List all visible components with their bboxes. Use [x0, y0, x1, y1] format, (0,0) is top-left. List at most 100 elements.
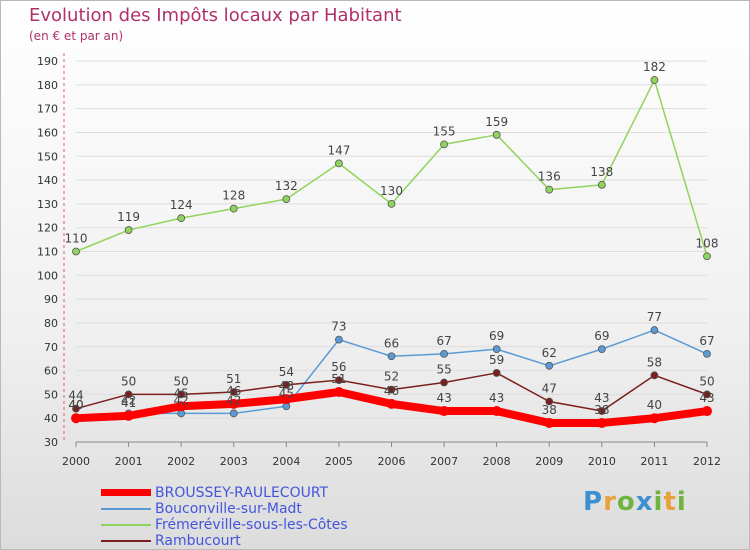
- y-tick-label: 160: [37, 126, 58, 139]
- legend-label: Frémeréville-sous-les-Côtes: [155, 517, 348, 533]
- data-point-fr-mer-ville-sous-les-c-tes: [650, 76, 659, 84]
- data-label-bouconville-sur-madt: 45: [279, 386, 294, 400]
- data-label-rambucourt: 51: [226, 372, 241, 386]
- grid: [76, 60, 707, 419]
- data-label-bouconville-sur-madt: 66: [384, 336, 399, 350]
- data-label-fr-mer-ville-sous-les-c-tes: 110: [65, 232, 88, 246]
- data-label-fr-mer-ville-sous-les-c-tes: 138: [590, 165, 613, 179]
- data-label-broussey-raulecourt: 40: [647, 398, 662, 412]
- data-label-fr-mer-ville-sous-les-c-tes: 130: [380, 184, 403, 198]
- x-tick-label: 2002: [167, 455, 195, 468]
- data-point-rambucourt: [282, 380, 291, 389]
- data-point-fr-mer-ville-sous-les-c-tes: [387, 199, 396, 208]
- data-label-rambucourt: 52: [384, 370, 399, 384]
- data-label-bouconville-sur-madt: 69: [489, 329, 504, 343]
- brand-letter: P: [583, 487, 604, 517]
- data-point-bouconville-sur-madt: [440, 349, 448, 358]
- data-point-bouconville-sur-madt: [335, 335, 343, 344]
- axes: 30 40 50 60 70 80 90 100 110 120 130 140 150 160 170 18…: [37, 53, 721, 468]
- data-point-rambucourt: [177, 390, 186, 399]
- y-tick-label: 30: [44, 436, 58, 449]
- data-label-fr-mer-ville-sous-les-c-tes: 128: [222, 189, 245, 203]
- brand-letter: t: [663, 487, 677, 517]
- data-label-bouconville-sur-madt: 67: [436, 334, 451, 348]
- data-label-bouconville-sur-madt: 40: [68, 398, 83, 412]
- data-label-bouconville-sur-madt: 42: [121, 393, 136, 407]
- data-point-broussey-raulecourt: [439, 406, 450, 417]
- x-tick-label: 2012: [693, 455, 721, 468]
- data-point-broussey-raulecourt: [596, 417, 607, 428]
- data-point-broussey-raulecourt: [544, 417, 555, 428]
- line-chart: 30 40 50 60 70 80 90 100 110 120 130 140 150 160 170 18…: [37, 53, 721, 468]
- x-tick-label: 2001: [115, 455, 143, 468]
- data-point-fr-mer-ville-sous-les-c-tes: [492, 130, 501, 139]
- data-point-broussey-raulecourt: [333, 386, 344, 397]
- data-point-rambucourt: [650, 371, 659, 380]
- data-label-broussey-raulecourt: 45: [174, 386, 189, 400]
- data-point-bouconville-sur-madt: [650, 326, 659, 334]
- y-tick-label: 130: [37, 198, 58, 211]
- data-point-rambucourt: [492, 369, 501, 377]
- y-tick-label: 190: [37, 55, 58, 68]
- data-label-fr-mer-ville-sous-les-c-tes: 108: [696, 236, 719, 250]
- data-point-bouconville-sur-madt: [597, 345, 606, 354]
- data-label-bouconville-sur-madt: 73: [331, 320, 346, 334]
- data-label-rambucourt: 50: [121, 374, 136, 388]
- data-point-fr-mer-ville-sous-les-c-tes: [282, 195, 291, 204]
- data-point-broussey-raulecourt: [71, 413, 81, 424]
- legend-swatch: [101, 524, 151, 526]
- y-tick-label: 110: [37, 246, 58, 259]
- x-tick-label: 2008: [483, 455, 511, 468]
- x-tick-label: 2010: [588, 455, 616, 468]
- data-label-fr-mer-ville-sous-les-c-tes: 147: [327, 143, 350, 157]
- y-tick-label: 150: [37, 150, 58, 163]
- data-point-fr-mer-ville-sous-les-c-tes: [703, 252, 711, 261]
- brand-letter: r: [603, 487, 617, 517]
- brand-letter: i: [676, 487, 687, 517]
- data-point-fr-mer-ville-sous-les-c-tes: [177, 214, 186, 223]
- data-point-broussey-raulecourt: [176, 401, 187, 412]
- data-label-rambucourt: 56: [331, 360, 346, 374]
- data-label-broussey-raulecourt: 46: [226, 384, 241, 398]
- data-label-fr-mer-ville-sous-les-c-tes: 159: [485, 115, 508, 129]
- data-label-fr-mer-ville-sous-les-c-tes: 124: [170, 198, 193, 212]
- data-point-fr-mer-ville-sous-les-c-tes: [597, 180, 606, 189]
- data-point-bouconville-sur-madt: [545, 361, 554, 370]
- data-label-bouconville-sur-madt: 42: [174, 393, 189, 407]
- legend-label: Rambucourt: [155, 533, 241, 549]
- data-point-rambucourt: [229, 388, 238, 396]
- data-point-rambucourt: [545, 397, 554, 406]
- data-label-bouconville-sur-madt: 77: [647, 310, 662, 324]
- data-point-bouconville-sur-madt: [387, 352, 396, 361]
- data-label-rambucourt: 55: [436, 362, 451, 376]
- data-label-broussey-raulecourt: 43: [699, 391, 714, 405]
- data-point-rambucourt: [597, 407, 606, 415]
- data-label-rambucourt: 54: [279, 365, 294, 379]
- data-label-rambucourt: 47: [542, 382, 557, 396]
- y-tick-label: 80: [44, 317, 58, 330]
- data-point-fr-mer-ville-sous-les-c-tes: [545, 185, 554, 194]
- data-point-bouconville-sur-madt: [229, 409, 238, 418]
- y-tick-label: 70: [44, 341, 58, 354]
- data-label-fr-mer-ville-sous-les-c-tes: 182: [643, 60, 666, 74]
- data-label-rambucourt: 50: [174, 374, 189, 388]
- y-tick-label: 100: [37, 269, 58, 282]
- data-point-fr-mer-ville-sous-les-c-tes: [124, 226, 133, 234]
- data-point-rambucourt: [703, 390, 711, 399]
- legend-label: Bouconville-sur-Madt: [155, 501, 302, 517]
- x-tick-label: 2000: [62, 455, 90, 468]
- data-point-broussey-raulecourt: [123, 410, 134, 421]
- data-label-broussey-raulecourt: 38: [594, 403, 609, 417]
- data-label-fr-mer-ville-sous-les-c-tes: 132: [275, 179, 298, 193]
- brand-logo: Proxiti: [583, 487, 687, 517]
- data-label-rambucourt: 58: [647, 355, 662, 369]
- data-label-broussey-raulecourt: 43: [436, 391, 451, 405]
- y-tick-label: 90: [44, 293, 58, 306]
- chart-title: Evolution des Impôts locaux par Habitant: [29, 5, 402, 26]
- data-point-rambucourt: [335, 376, 343, 384]
- x-tick-label: 2009: [535, 455, 563, 468]
- data-label-broussey-raulecourt: 51: [331, 372, 346, 386]
- brand-letter: o: [616, 487, 636, 517]
- x-tick-label: 2005: [325, 455, 353, 468]
